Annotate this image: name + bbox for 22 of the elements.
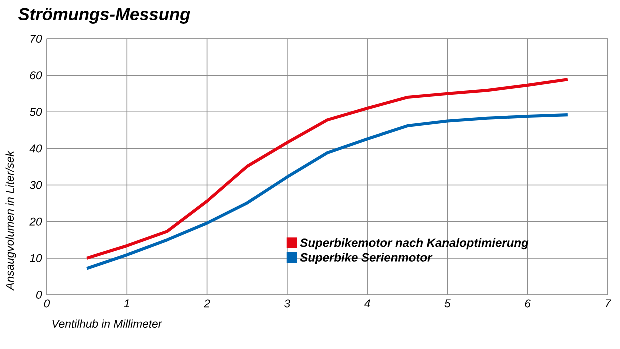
y-tick-label: 30 [30,181,42,190]
chart-title: Strömungs-Messung [18,8,190,24]
x-axis-title: Ventilhub in Millimeter [52,320,163,328]
line-series [86,114,570,270]
x-tick-label: 4 [364,300,370,308]
y-tick-label: 60 [30,72,42,80]
x-tick-label: 0 [44,300,50,308]
x-tick-label: 1 [124,300,130,308]
x-tick-label: 5 [444,300,451,308]
x-tick-label: 7 [606,300,612,308]
legend-label: Superbikemotor nach Kanaloptimierung [300,238,529,250]
y-tick-label: 70 [30,34,42,44]
y-tick-label: 0 [36,290,42,299]
y-tick-label: 50 [30,108,42,116]
y-tick-label: 20 [30,218,42,226]
y-tick-label: 10 [30,254,42,262]
x-tick-label: 3 [284,300,290,308]
x-tick-label: 6 [525,300,531,308]
x-tick-label: 2 [204,300,210,308]
y-tick-label: 40 [30,144,42,153]
y-axis-title: Ansaugvolumen in Liter/sek [6,150,16,291]
legend-label: Superbike Serienmotor [300,253,433,264]
